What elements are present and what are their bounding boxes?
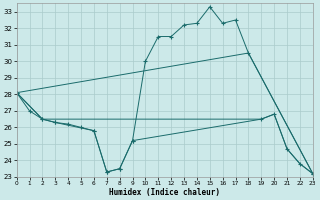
- X-axis label: Humidex (Indice chaleur): Humidex (Indice chaleur): [109, 188, 220, 197]
